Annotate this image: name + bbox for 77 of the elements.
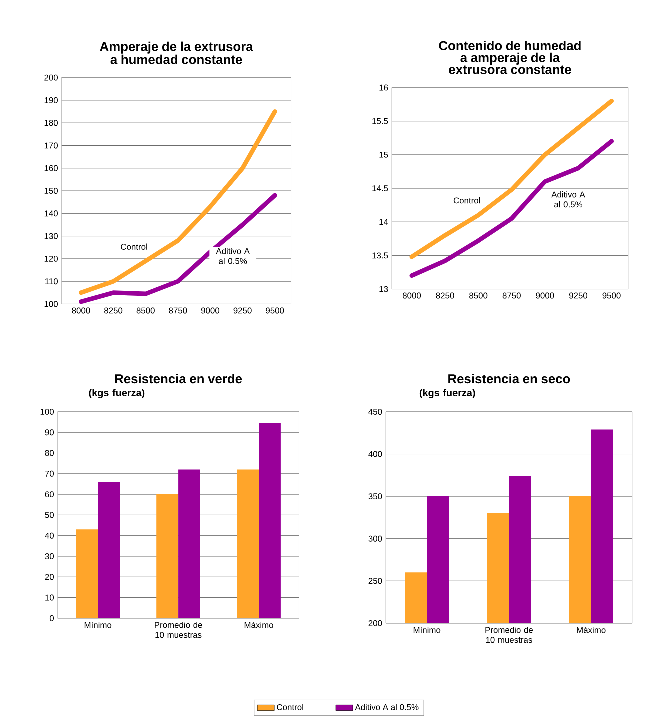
bar	[98, 482, 120, 618]
series-label: Aditivo A al 0.5%	[552, 192, 586, 208]
x-tick-label: 9250	[569, 292, 588, 299]
y-tick-label: 40	[45, 532, 54, 539]
x-tick-label: Máximo	[244, 622, 274, 628]
x-tick-label: 8500	[470, 292, 488, 299]
chart-title: Resistencia en verde	[115, 374, 242, 384]
y-tick-label: 200	[44, 74, 58, 81]
x-tick-label: 8500	[136, 308, 155, 314]
y-tick-label: 80	[45, 450, 54, 456]
y-tick-label: 170	[44, 142, 58, 149]
y-tick-label: 130	[44, 233, 58, 240]
y-tick-label: 10	[46, 594, 54, 601]
x-tick-label: 8250	[104, 308, 123, 314]
y-tick-label: 400	[368, 451, 382, 458]
x-tick-label: 8000	[72, 308, 90, 314]
chart-title: Resistencia en seco	[448, 374, 570, 384]
y-tick-label: 0	[50, 615, 54, 622]
y-tick-label: 60	[45, 492, 54, 498]
series-label: Aditivo A al 0.5%	[216, 248, 250, 264]
y-tick-label: 70	[45, 470, 54, 477]
y-tick-label: 14	[380, 219, 388, 226]
y-tick-label: 30	[45, 554, 54, 560]
x-tick-label: 8750	[169, 308, 188, 314]
x-tick-label: 9000	[201, 308, 220, 314]
chart-subtitle: (kgs fuerza)	[89, 389, 145, 398]
y-tick-label: 50	[45, 512, 54, 518]
y-tick-label: 100	[44, 301, 58, 308]
y-tick-label: 350	[368, 494, 382, 500]
y-tick-label: 15	[380, 152, 388, 158]
series-label: Control	[121, 244, 148, 250]
x-tick-label: Promedio de 10 muestras	[155, 622, 202, 638]
x-tick-label: 8750	[502, 292, 521, 299]
bar	[237, 470, 260, 618]
x-tick-label: 9250	[234, 308, 252, 314]
y-tick-label: 20	[45, 574, 54, 580]
y-tick-label: 15.5	[372, 118, 388, 124]
y-tick-label: 180	[44, 120, 58, 126]
line-series	[410, 98, 614, 260]
y-tick-label: 450	[368, 408, 382, 415]
y-tick-label: 200	[368, 620, 382, 626]
bar	[76, 530, 98, 618]
y-tick-label: 110	[46, 278, 58, 285]
legend-label: Aditivo A al 0.5%	[355, 704, 419, 710]
y-tick-label: 250	[368, 578, 382, 584]
chart-title: Contenido de humedad a amperaje de la extrusora constante	[439, 40, 581, 74]
x-tick-label: 9000	[536, 292, 554, 299]
legend-label: Control	[277, 704, 304, 710]
chart-title: Amperaje de la extrusora a humedad constante	[100, 42, 254, 64]
bar	[259, 423, 281, 618]
y-tick-label: 14.5	[372, 186, 388, 192]
y-tick-label: 13	[380, 286, 388, 292]
x-tick-label: Promedio de 10 muestras	[486, 626, 534, 644]
y-tick-label: 90	[45, 430, 54, 436]
x-tick-label: Máximo	[577, 626, 606, 634]
y-tick-label: 120	[44, 256, 58, 262]
line-series	[410, 139, 614, 278]
chart-subtitle: (kgs fuerza)	[420, 389, 476, 398]
y-tick-label: 190	[44, 97, 58, 104]
x-tick-label: Mínimo	[84, 622, 112, 628]
y-tick-label: 16	[380, 84, 388, 91]
x-tick-label: 9500	[602, 292, 621, 299]
x-tick-label: 9500	[266, 308, 284, 314]
x-tick-label: Mínimo	[414, 626, 441, 634]
series-label: Control	[454, 197, 480, 204]
line-series	[78, 193, 278, 304]
line-series	[78, 110, 278, 296]
bar	[156, 494, 179, 618]
y-tick-label: 300	[368, 536, 382, 542]
x-tick-label: 8250	[436, 292, 454, 299]
y-tick-label: 100	[40, 408, 54, 415]
y-tick-label: 13.5	[372, 252, 388, 259]
bar	[178, 470, 200, 618]
x-tick-label: 8000	[402, 292, 422, 299]
y-tick-label: 140	[44, 210, 58, 217]
y-tick-label: 150	[44, 188, 58, 194]
y-tick-label: 160	[44, 165, 58, 172]
